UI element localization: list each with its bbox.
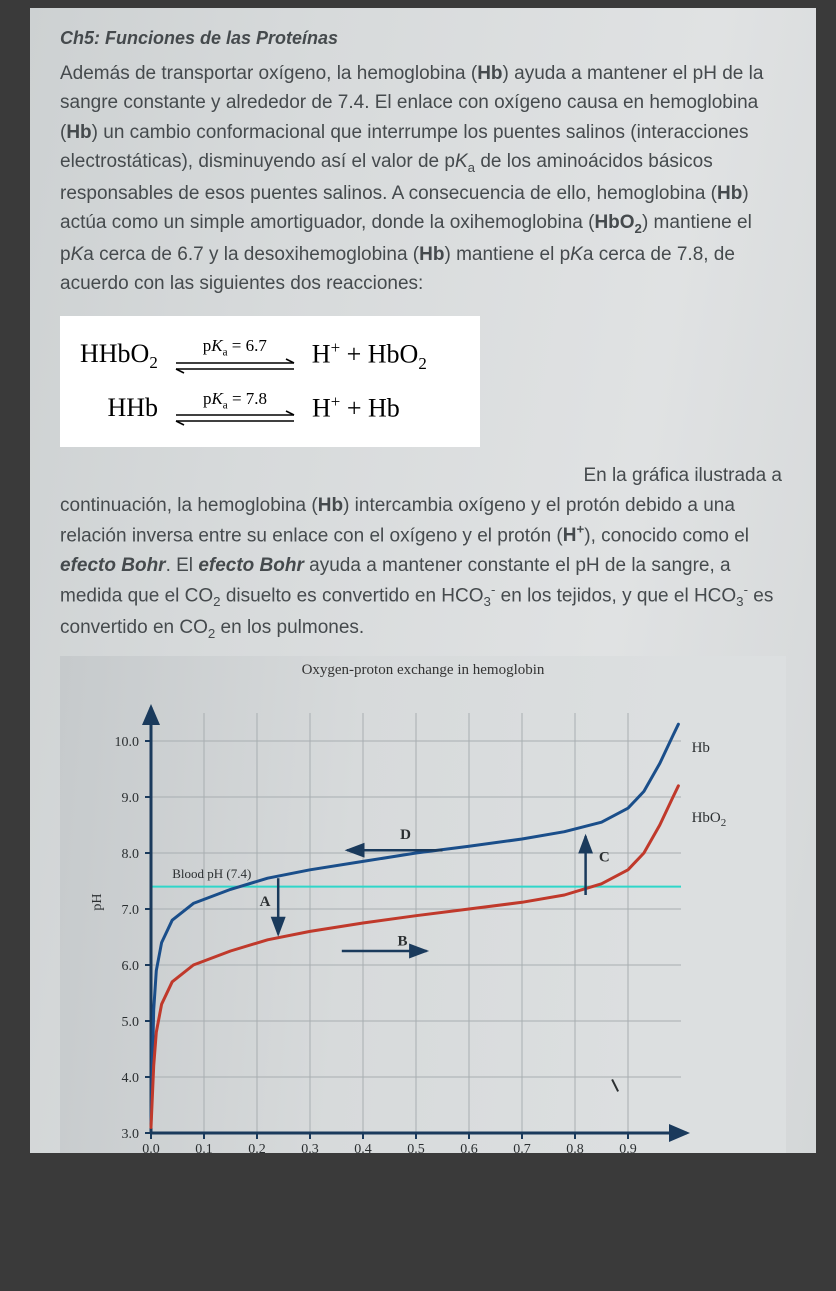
svg-text:7.0: 7.0 [122, 903, 140, 918]
equilibrium-arrow-icon: pKa = 7.8 [170, 389, 300, 427]
svg-text:0.3: 0.3 [301, 1142, 319, 1153]
svg-text:pH: pH [90, 894, 105, 911]
svg-text:0.9: 0.9 [619, 1142, 637, 1153]
eq2-right: H+ + Hb [306, 392, 400, 424]
svg-text:9.0: 9.0 [122, 791, 140, 806]
svg-text:0.6: 0.6 [460, 1142, 478, 1153]
eq1-pka: pKa = 6.7 [203, 336, 267, 358]
svg-text:0.7: 0.7 [513, 1142, 531, 1153]
svg-text:0.1: 0.1 [195, 1142, 213, 1153]
svg-text:0.4: 0.4 [354, 1142, 372, 1153]
equation-block: HHbO2 pKa = 6.7 H+ + HbO2 HHb pKa = 7.8 [60, 316, 480, 447]
bohr-effect-chart: Blood pH (7.4) 0.0 0.1 0.2 0.3 0.4 0.5 0.6 0.7 0.… [73, 683, 773, 1153]
svg-text:C: C [599, 850, 610, 866]
equation-2: HHb pKa = 7.8 H+ + Hb [80, 389, 460, 427]
equation-1: HHbO2 pKa = 6.7 H+ + HbO2 [80, 336, 460, 374]
eq2-left: HHb [80, 393, 164, 423]
svg-text:Blood pH (7.4): Blood pH (7.4) [172, 867, 251, 882]
svg-text:0.5: 0.5 [407, 1142, 425, 1153]
paragraph-2-lead: En la gráfica ilustrada a [60, 461, 786, 490]
svg-text:4.0: 4.0 [122, 1071, 140, 1086]
svg-text:D: D [400, 827, 411, 843]
svg-text:10.0: 10.0 [115, 735, 140, 750]
svg-text:HbO2: HbO2 [692, 811, 727, 830]
svg-text:3.0: 3.0 [122, 1127, 140, 1142]
chart-container: Oxygen-proton exchange in hemoglobin Blo… [60, 656, 786, 1153]
svg-text:A: A [260, 895, 271, 911]
chart-title: Oxygen-proton exchange in hemoglobin [60, 662, 786, 679]
svg-text:6.0: 6.0 [122, 959, 140, 974]
svg-text:Hb: Hb [692, 741, 710, 757]
chapter-title: Ch5: Funciones de las Proteínas [60, 28, 786, 49]
eq1-right: H+ + HbO2 [306, 338, 427, 374]
svg-text:0.2: 0.2 [248, 1142, 266, 1153]
svg-text:5.0: 5.0 [122, 1015, 140, 1030]
svg-text:B: B [397, 934, 407, 950]
eq2-pka: pKa = 7.8 [203, 389, 267, 411]
svg-text:0.0: 0.0 [142, 1142, 160, 1153]
svg-text:0.8: 0.8 [566, 1142, 584, 1153]
paragraph-1: Además de transportar oxígeno, la hemogl… [60, 59, 786, 298]
eq1-left: HHbO2 [80, 339, 164, 373]
document-page: Ch5: Funciones de las Proteínas Además d… [30, 8, 816, 1153]
paragraph-2: continuación, la hemoglobina (Hb) interc… [60, 491, 786, 645]
equilibrium-arrow-icon: pKa = 6.7 [170, 336, 300, 374]
svg-text:8.0: 8.0 [122, 847, 140, 862]
